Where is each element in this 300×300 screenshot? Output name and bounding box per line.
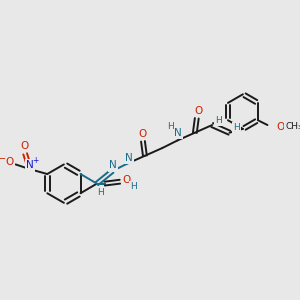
Text: −: − (0, 154, 6, 164)
Text: N: N (125, 153, 132, 163)
Text: O: O (195, 106, 203, 116)
Text: N: N (174, 128, 182, 138)
Text: H: H (130, 182, 137, 191)
Text: H: H (233, 123, 239, 132)
Text: CH₃: CH₃ (285, 122, 300, 131)
Text: O: O (122, 175, 131, 185)
Text: O: O (139, 129, 147, 139)
Text: N: N (26, 160, 34, 170)
Text: N: N (109, 160, 117, 170)
Text: O: O (277, 122, 285, 132)
Text: O: O (6, 158, 14, 167)
Text: H: H (97, 188, 104, 197)
Text: H: H (167, 122, 174, 131)
Text: +: + (32, 156, 39, 165)
Text: O: O (20, 141, 28, 151)
Text: H: H (215, 116, 222, 125)
